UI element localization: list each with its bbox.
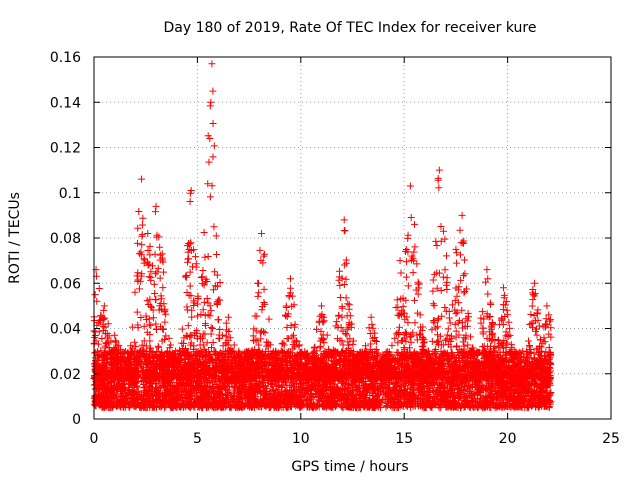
grid-lines — [94, 57, 611, 419]
data-point — [431, 359, 439, 367]
chart-title: Day 180 of 2019, Rate Of TEC Index for r… — [164, 20, 537, 36]
data-point — [547, 389, 555, 397]
data-points — [90, 60, 555, 412]
data-point — [474, 403, 482, 411]
